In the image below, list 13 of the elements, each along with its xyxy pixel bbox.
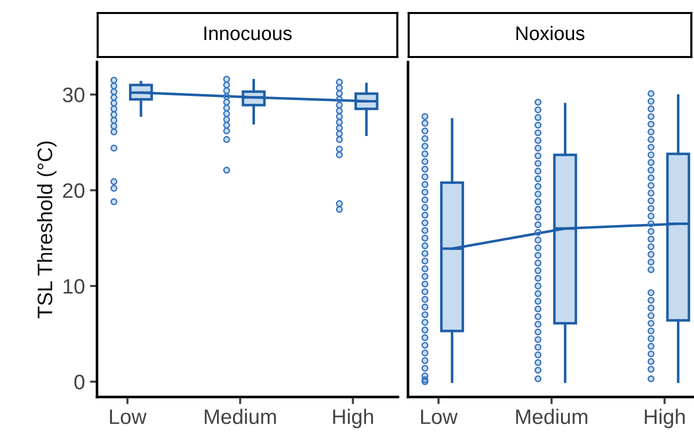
chart-title: Noxious <box>516 26 584 40</box>
x-tick-label: Medium <box>204 408 276 424</box>
x-tick-label: Medium <box>516 408 588 424</box>
y-tick-label: 30 <box>62 88 84 102</box>
x-tick-label: High <box>333 408 373 428</box>
x-tick-label: Low <box>421 410 458 424</box>
y-tick-label: 20 <box>63 183 84 198</box>
chart-title: Innocuous <box>204 26 292 40</box>
x-tick-label: Low <box>110 410 147 424</box>
y-axis-title: TSL Threshold (°C) <box>37 142 56 318</box>
y-tick-label: 10 <box>64 278 84 294</box>
x-tick-label: High <box>644 408 685 428</box>
y-tick-label: 0 <box>74 374 84 390</box>
